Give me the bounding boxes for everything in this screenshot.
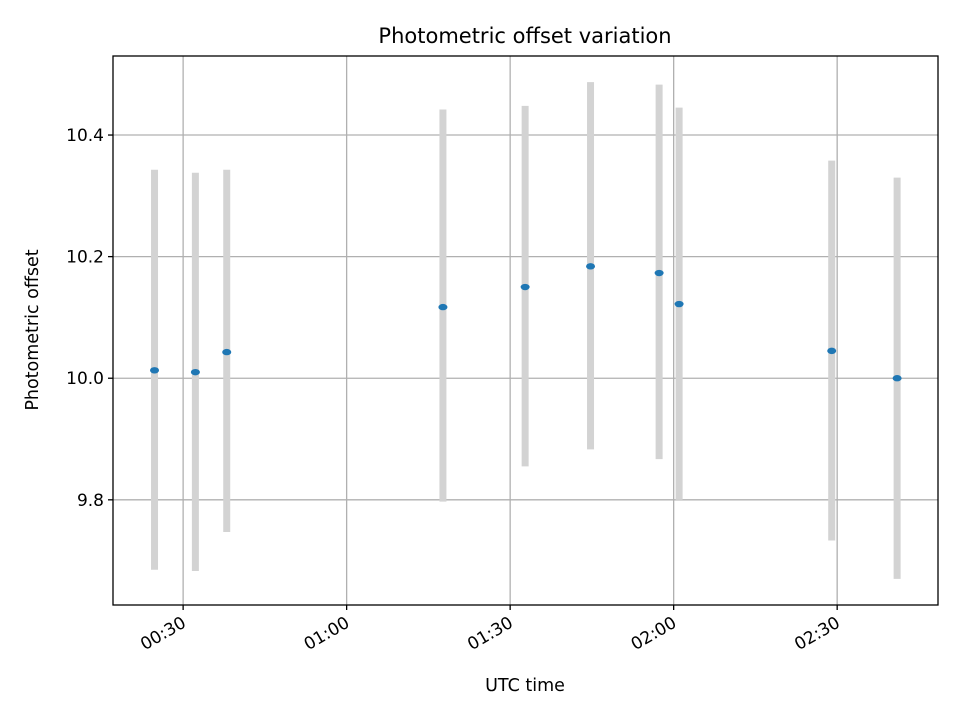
data-points xyxy=(150,263,902,382)
data-point xyxy=(438,303,448,311)
x-axis-label: UTC time xyxy=(485,676,565,696)
y-tick-label: 10.0 xyxy=(66,369,104,389)
data-point xyxy=(674,300,684,308)
data-point xyxy=(190,368,200,376)
data-point xyxy=(222,348,232,356)
data-point xyxy=(827,347,837,355)
y-axis-label: Photometric offset xyxy=(23,249,43,410)
y-axis-ticks: 9.8 10.0 10.2 10.4 xyxy=(66,126,113,511)
data-point xyxy=(520,283,530,291)
data-point xyxy=(654,269,664,277)
data-point xyxy=(892,375,902,382)
y-tick-label: 10.2 xyxy=(66,248,104,268)
y-tick-label: 10.4 xyxy=(66,126,104,146)
chart-title: Photometric offset variation xyxy=(378,24,671,48)
data-point xyxy=(150,367,160,374)
y-tick-label: 9.8 xyxy=(77,491,104,511)
plot-frame xyxy=(112,55,939,606)
data-point xyxy=(586,263,596,270)
